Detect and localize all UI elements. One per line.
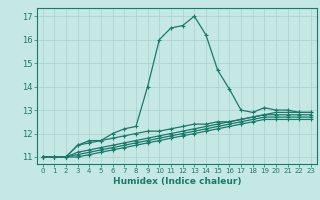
X-axis label: Humidex (Indice chaleur): Humidex (Indice chaleur) — [113, 177, 241, 186]
